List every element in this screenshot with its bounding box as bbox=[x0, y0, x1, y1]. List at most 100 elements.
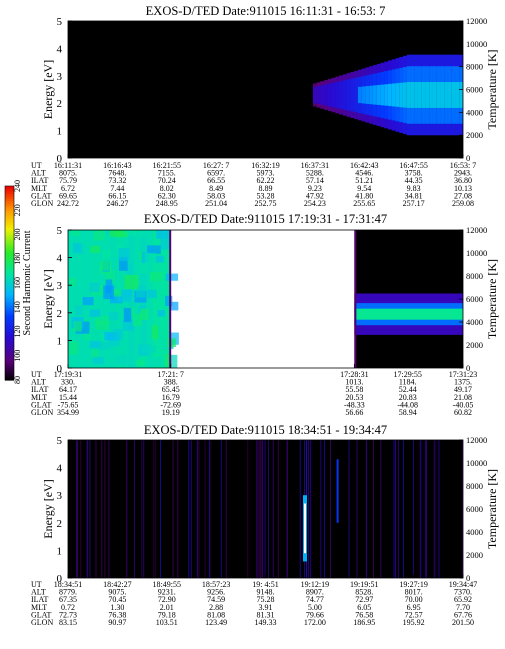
heatmap-texture bbox=[78, 244, 85, 255]
y2-tick-label: 6000 bbox=[466, 294, 483, 304]
ephemeris-value: 47.92 bbox=[306, 191, 324, 200]
colorbar-segment bbox=[5, 299, 14, 303]
heatmap-texture bbox=[319, 440, 326, 578]
heatmap-streak bbox=[225, 440, 227, 578]
ephemeris-value: 16:21:55 bbox=[153, 161, 181, 170]
ephemeris-value: 21.08 bbox=[454, 393, 472, 402]
y-tick-label: 1 bbox=[57, 126, 63, 138]
heatmap-feature-mid bbox=[350, 78, 355, 112]
y-tick-label: 4 bbox=[57, 463, 63, 475]
heatmap-feature-core bbox=[440, 82, 445, 108]
y2-tick-label: 2000 bbox=[466, 130, 483, 140]
ephemeris-value: 20.83 bbox=[399, 393, 417, 402]
heatmap-texture bbox=[90, 245, 101, 253]
colorbar-segment bbox=[5, 207, 14, 211]
ephemeris-value: 123.49 bbox=[205, 618, 227, 627]
heatmap-streak bbox=[160, 440, 161, 578]
heatmap-spike-core bbox=[304, 503, 306, 554]
heatmap-streak bbox=[134, 440, 135, 578]
ephemeris-row-label: GLAT bbox=[31, 610, 52, 619]
heatmap-streak bbox=[198, 440, 200, 578]
colorbar-segment bbox=[5, 229, 14, 233]
heatmap-texture bbox=[73, 21, 80, 158]
colorbar-segment bbox=[5, 363, 14, 367]
ephemeris-value: 81.08 bbox=[207, 610, 225, 619]
ephemeris-value: 74.77 bbox=[306, 595, 324, 604]
heatmap-streak bbox=[403, 440, 404, 578]
y2-tick-label: 6000 bbox=[466, 504, 483, 514]
colorbar-segment bbox=[5, 210, 14, 214]
ephemeris-value: 70.45 bbox=[108, 595, 126, 604]
heatmap-texture bbox=[91, 349, 99, 359]
ephemeris-value: 3.91 bbox=[259, 603, 273, 612]
ephemeris-value: 64.17 bbox=[59, 385, 77, 394]
heatmap-texture bbox=[141, 344, 156, 353]
heatmap-texture bbox=[145, 252, 157, 264]
heatmap-streak bbox=[330, 440, 331, 578]
heatmap-streak bbox=[177, 440, 179, 578]
ephemeris-value: 16:47:55 bbox=[399, 161, 427, 170]
heatmap-feature-core bbox=[361, 86, 366, 104]
heatmap-streak bbox=[426, 440, 428, 578]
heatmap-feature-core bbox=[421, 82, 426, 108]
ephemeris-value: 44.35 bbox=[405, 176, 423, 185]
ephemeris-value: 9075. bbox=[108, 588, 126, 597]
heatmap-streak bbox=[101, 440, 103, 578]
colorbar-segment bbox=[5, 246, 14, 250]
colorbar-segment bbox=[5, 239, 14, 243]
heatmap-streak bbox=[299, 440, 301, 578]
colorbar-segment bbox=[5, 365, 14, 369]
heatmap-texture bbox=[89, 309, 101, 317]
heatmap-streak bbox=[261, 440, 263, 578]
heatmap-streak bbox=[86, 440, 88, 578]
heatmap-streak bbox=[89, 440, 91, 578]
heatmap-streak bbox=[76, 440, 78, 578]
colorbar-segment bbox=[5, 258, 14, 262]
ephemeris-value: 242.72 bbox=[57, 199, 79, 208]
ephemeris-value: 18:57:23 bbox=[202, 580, 230, 589]
colorbar-segment bbox=[5, 304, 14, 308]
heatmap-band-core bbox=[354, 308, 463, 320]
ephemeris-value: 259.08 bbox=[452, 199, 474, 208]
colorbar-segment bbox=[5, 309, 14, 313]
ephemeris-value: 8.49 bbox=[209, 184, 223, 193]
heatmap-streak bbox=[425, 440, 427, 578]
heatmap-texture bbox=[82, 297, 94, 306]
ephemeris-value: 5288. bbox=[306, 169, 324, 178]
ephemeris-value: 16:32:19 bbox=[251, 161, 279, 170]
colorbar-segment bbox=[5, 360, 14, 364]
ephemeris-value: -44.08 bbox=[397, 400, 418, 409]
ephemeris-value: 81.31 bbox=[257, 610, 275, 619]
ephemeris-value: 60.82 bbox=[454, 408, 472, 417]
heatmap-texture bbox=[133, 21, 140, 158]
colorbar-segment bbox=[5, 367, 14, 371]
heatmap-texture bbox=[150, 357, 162, 367]
ephemeris-value: 34.81 bbox=[405, 191, 423, 200]
heatmap-texture bbox=[95, 320, 109, 330]
ephemeris-value: 67.35 bbox=[59, 595, 77, 604]
ephemeris-value: 62.30 bbox=[158, 191, 176, 200]
ephemeris-value: 15.44 bbox=[59, 393, 77, 402]
colorbar-segment bbox=[5, 297, 14, 301]
y2-tick-label: 0 bbox=[466, 153, 470, 163]
ephemeris-row-label: ILAT bbox=[31, 385, 48, 394]
heatmap-texture bbox=[132, 313, 143, 327]
ephemeris-value: 246.27 bbox=[106, 199, 128, 208]
heatmap-streak bbox=[154, 440, 156, 578]
heatmap-feature-core bbox=[455, 82, 460, 108]
ephemeris-value: 27.08 bbox=[454, 191, 472, 200]
heatmap-streak bbox=[260, 440, 262, 578]
colorbar-segment bbox=[5, 375, 14, 379]
colorbar-segment bbox=[5, 316, 14, 320]
heatmap-feature-mid bbox=[339, 81, 344, 109]
ephemeris-value: 10.13 bbox=[454, 184, 472, 193]
panel-title: EXOS-D/TED Date:911015 18:34:51 - 19:34:… bbox=[144, 423, 387, 437]
colorbar-segment bbox=[5, 372, 14, 376]
heatmap-texture bbox=[160, 239, 171, 250]
heatmap-texture bbox=[73, 440, 80, 578]
heatmap-texture bbox=[164, 353, 172, 367]
heatmap-texture bbox=[283, 21, 290, 158]
colorbar-segment bbox=[5, 353, 14, 357]
heatmap-streak bbox=[323, 440, 325, 578]
heatmap-texture bbox=[289, 21, 296, 158]
